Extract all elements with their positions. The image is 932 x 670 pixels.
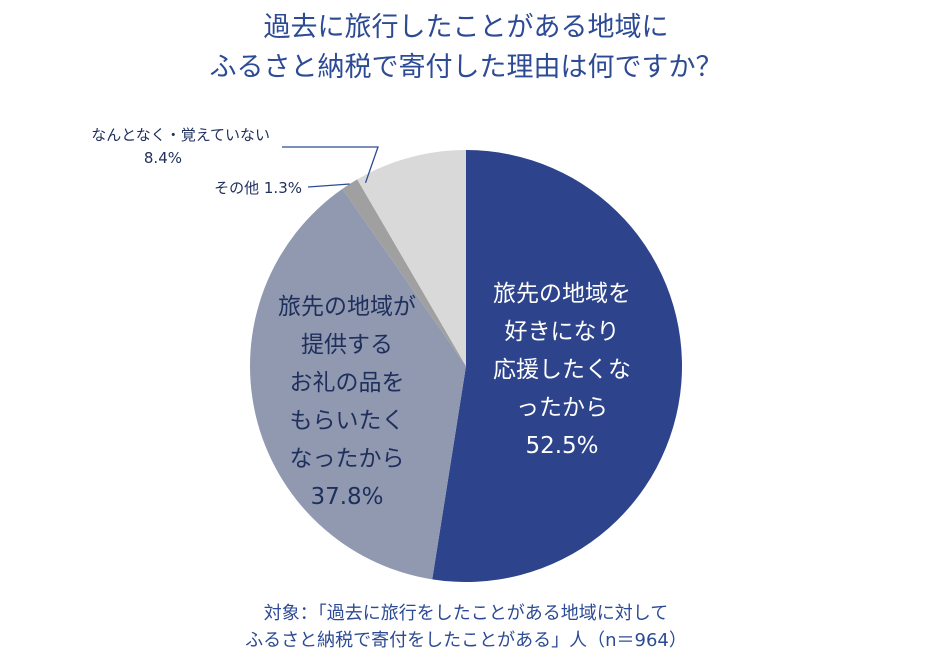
chart-title-line-1: 過去に旅行したことがある地域に (263, 12, 669, 43)
slice-value-travel_support: 52.5% (525, 433, 598, 459)
slice-label-line-travel_support: 旅先の地域を (493, 281, 631, 307)
chart-title: 過去に旅行したことがある地域に ふるさと納税で寄付した理由は何ですか？ (0, 8, 932, 88)
slice-label-line-gifts: 旅先の地域が (278, 294, 416, 320)
footnote-line-2: ふるさと納税で寄付をしたことがある」人（n＝964） (245, 630, 687, 651)
slice-label-line-gifts: お礼の品を (290, 370, 405, 396)
slice-label-gifts: 旅先の地域が提供するお礼の品をもらいたくなったから 37.8% (278, 294, 416, 510)
callout-leader-other (307, 183, 350, 188)
pie-slice-other (342, 179, 466, 366)
callout-label-unknown: なんとなく・覚えていない 8.4% (91, 126, 270, 167)
slice-label-line-travel_support: ったから (516, 395, 608, 421)
pie-slice-unknown (357, 150, 466, 366)
slice-label-line-travel_support: 好きになり (505, 319, 620, 345)
slice-label-travel_support: 旅先の地域を好きになり応援したくなったから 52.5% (493, 281, 631, 459)
slice-label-line-gifts: もらいたく (290, 408, 405, 434)
slice-label-line-gifts: 提供する (301, 332, 393, 358)
slice-label-line-gifts: なったから (290, 446, 405, 472)
callout-label-other: その他 1.3% (214, 179, 302, 197)
chart-title-line-2: ふるさと納税で寄付した理由は何ですか？ (209, 52, 723, 83)
callout-label-text-unknown: なんとなく・覚えていない (91, 126, 270, 144)
slice-label-line-travel_support: 応援したくな (493, 357, 631, 383)
pie-slice-gifts (249, 188, 466, 580)
survey-footnote: 対象：「過去に旅行をしたことがある地域に対して ふるさと納税で寄付をしたことがあ… (0, 600, 932, 654)
callout-leader-unknown (282, 146, 379, 184)
footnote-line-1: 対象：「過去に旅行をしたことがある地域に対して (263, 603, 669, 624)
slice-value-gifts: 37.8% (310, 484, 383, 510)
callout-value-unknown: 8.4% (144, 149, 182, 167)
pie-slice-travel_support (432, 150, 683, 582)
